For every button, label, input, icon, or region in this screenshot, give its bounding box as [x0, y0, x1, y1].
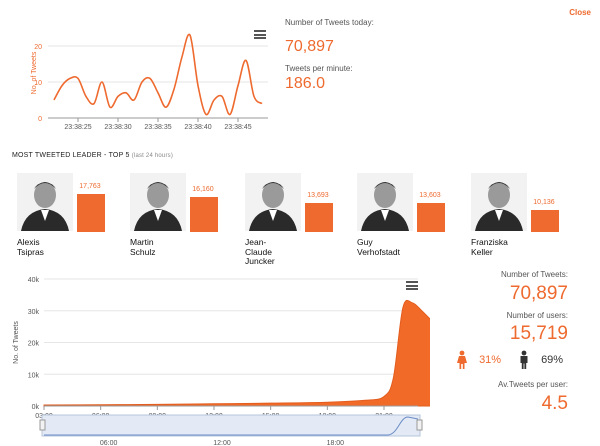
leader-count: 13,693 [307, 192, 329, 199]
navigator-tick-label: 06:00 [100, 440, 118, 446]
y-tick-label: 0 [38, 116, 42, 123]
male-icon [520, 350, 528, 369]
leader-portrait-icon [17, 173, 73, 231]
tweets-per-minute-value: 186.0 [285, 75, 326, 92]
x-tick-label: 23:38:25 [64, 124, 91, 131]
section-subtitle: (last 24 hours) [131, 153, 174, 159]
summary-users-label: Number of users: [506, 311, 568, 320]
y-tick-label: 30k [28, 309, 40, 316]
y-axis-title: No. of Tweets [31, 51, 38, 94]
leader-bar [417, 203, 445, 232]
summary-avg-label: Av.Tweets per user: [498, 380, 568, 389]
y-tick-label: 10k [28, 372, 40, 379]
tweets-today-value: 70,897 [285, 38, 334, 55]
leader-name-line: Juncker [245, 256, 275, 266]
leader-count: 16,160 [192, 186, 214, 193]
female-stat: 31% [456, 350, 501, 370]
top-chart-menu-icon[interactable] [254, 30, 266, 39]
summary-tweets-label: Number of Tweets: [501, 270, 568, 279]
leader-name-line: Alexis [17, 237, 40, 247]
tweets-per-minute-label: Tweets per minute: [285, 64, 353, 73]
x-tick-label: 23:38:30 [104, 124, 131, 131]
leader-portrait-icon [245, 173, 301, 231]
leader-name-line: Guy [357, 237, 373, 247]
leader-photo [245, 173, 301, 231]
leader-portrait-icon [357, 173, 413, 231]
male-percent: 69% [541, 353, 564, 366]
section-title-text: MOST TWEETED LEADER - TOP 5 [12, 152, 130, 159]
leader-portrait-icon [471, 173, 527, 231]
tweets-live-chart-svg: 20 10 0 No. of Tweets 23:38:25 23:38:30 23:38:… [31, 33, 268, 131]
leader-name-line: Claude [245, 246, 272, 257]
big-chart-menu-icon[interactable] [406, 281, 418, 290]
navigator-series [44, 416, 419, 436]
y-axis-title: No. of Tweets [13, 321, 20, 364]
close-link[interactable]: Close [569, 8, 591, 17]
navigator-handle-right[interactable] [416, 419, 423, 431]
tweets-live-chart: 20 10 0 No. of Tweets 23:38:25 23:38:30 23:38:… [0, 0, 275, 140]
leader-name: Martin Schulz [130, 237, 156, 257]
leader-name-line: Keller [471, 246, 493, 257]
leader-count: 13,603 [419, 192, 441, 199]
leader-bar [190, 197, 218, 232]
leader-count: 17,763 [79, 183, 101, 190]
leader-name-line: Schulz [130, 246, 156, 257]
leader-photo [17, 173, 73, 231]
section-title: MOST TWEETED LEADER - TOP 5 (last 24 hou… [12, 152, 173, 159]
leader-bar [77, 194, 105, 232]
female-percent: 31% [479, 353, 502, 366]
tweets-line [53, 33, 263, 116]
y-tick-label: 20 [34, 44, 42, 51]
leader-card: 13,603 Guy Verhofstadt [352, 173, 457, 263]
leader-photo [130, 173, 186, 231]
leader-portrait-icon [130, 173, 186, 231]
leader-name-line: Martin [130, 237, 154, 247]
leader-name-line: Franziska [471, 237, 508, 247]
x-tick-label: 23:38:40 [184, 124, 211, 131]
leader-card: 10,136 Franziska Keller [466, 173, 571, 263]
navigator[interactable] [41, 414, 421, 437]
tweets-today-label: Number of Tweets today: [285, 18, 374, 27]
navigator-tick-label: 12:00 [213, 440, 231, 446]
leader-name: Guy Verhofstadt [357, 237, 401, 257]
leader-bar [531, 210, 559, 232]
leader-card: 16,160 Martin Schulz [125, 173, 230, 263]
leader-bar [305, 203, 333, 232]
y-tick-label: 20k [28, 341, 40, 348]
navigator-handle-left[interactable] [39, 419, 46, 431]
leader-name: Franziska Keller [471, 237, 508, 257]
leader-name: Alexis Tsipras [17, 237, 44, 257]
leader-photo [471, 173, 527, 231]
summary-tweets-value: 70,897 [509, 283, 568, 304]
x-tick-label: 23:38:45 [224, 124, 251, 131]
male-stat: 69% [518, 350, 563, 370]
y-tick-label: 40k [28, 277, 40, 284]
leader-card: 13,693 Jean- Claude Juncker [240, 173, 345, 266]
y-tick-label: 0k [32, 404, 40, 411]
female-icon [457, 350, 467, 369]
summary-users-value: 15,719 [509, 323, 568, 344]
y-tick-label: 10 [34, 80, 42, 87]
leader-name-line: Jean- [245, 237, 267, 247]
leader-name-line: Verhofstadt [357, 246, 401, 257]
tweets-area [43, 299, 432, 407]
leader-photo [357, 173, 413, 231]
leader-count: 10,136 [533, 199, 555, 206]
x-tick-label: 23:38:35 [144, 124, 171, 131]
leader-name: Jean- Claude Juncker [245, 237, 275, 267]
summary-avg-value: 4.5 [541, 393, 568, 414]
navigator-tick-label: 18:00 [327, 440, 345, 446]
leader-card: 17,763 Alexis Tsipras [12, 173, 117, 263]
leader-name-line: Tsipras [17, 246, 44, 257]
